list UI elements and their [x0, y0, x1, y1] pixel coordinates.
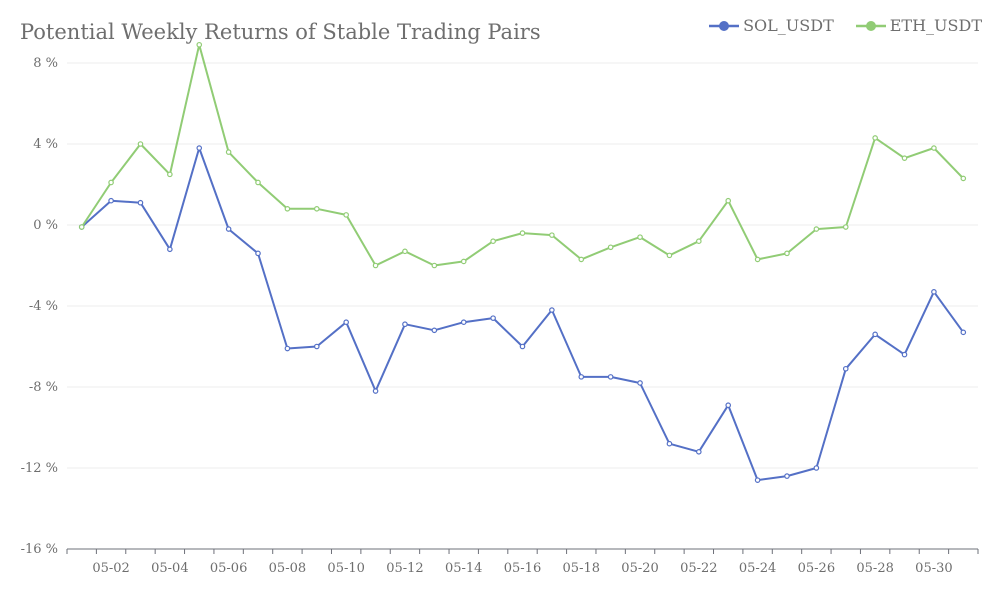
data-point[interactable] [78, 224, 85, 230]
chart-title: Potential Weekly Returns of Stable Tradi… [20, 20, 541, 44]
y-tick-label: 8 % [33, 56, 58, 71]
y-tick-label: 4 % [33, 137, 58, 152]
x-tick-label: 05-16 [504, 561, 541, 576]
data-point[interactable] [519, 343, 526, 350]
data-point[interactable] [637, 380, 643, 386]
legend-item-sol-usdt[interactable]: SOL_USDT [709, 16, 834, 35]
data-point[interactable] [637, 234, 643, 240]
data-point[interactable] [196, 41, 203, 48]
x-tick-label: 05-04 [151, 561, 188, 576]
data-point[interactable] [225, 149, 232, 155]
data-point[interactable] [901, 155, 908, 161]
data-point[interactable] [343, 319, 349, 326]
data-point[interactable] [725, 197, 732, 204]
data-point[interactable] [960, 329, 967, 336]
data-point[interactable] [431, 262, 438, 269]
data-point[interactable] [666, 440, 673, 447]
x-tick-label: 05-30 [915, 561, 952, 576]
x-tick-label: 05-24 [739, 561, 776, 576]
legend-label-eth-usdt: ETH_USDT [889, 16, 982, 35]
y-tick-label: -16 % [21, 542, 58, 557]
series-sol-usdt [78, 145, 967, 483]
data-point[interactable] [696, 448, 702, 455]
data-point[interactable] [813, 465, 820, 471]
legend-swatch-sol-usdt-icon [709, 20, 740, 31]
series-line [81, 147, 965, 482]
legend-label-sol-usdt: SOL_USDT [743, 16, 834, 35]
data-point[interactable] [578, 374, 585, 380]
series-eth-usdt [78, 41, 967, 269]
y-tick-label: 0 % [33, 218, 58, 233]
data-point[interactable] [607, 374, 614, 380]
data-point[interactable] [402, 321, 408, 328]
y-tick-label: -8 % [29, 380, 58, 395]
data-point[interactable] [784, 250, 790, 257]
data-point[interactable] [549, 232, 555, 238]
x-tick-label: 05-10 [327, 561, 364, 576]
x-tick-label: 05-26 [798, 561, 835, 576]
data-point[interactable] [960, 175, 967, 182]
data-point[interactable] [402, 248, 408, 255]
x-tick-label: 05-12 [386, 561, 423, 576]
data-point[interactable] [784, 473, 790, 479]
data-point[interactable] [196, 145, 203, 151]
data-point[interactable] [108, 179, 114, 186]
y-tick-label: -12 % [21, 461, 58, 476]
y-tick-label: -4 % [29, 299, 58, 314]
data-point[interactable] [872, 135, 878, 141]
data-point[interactable] [578, 256, 585, 263]
data-point[interactable] [607, 244, 614, 251]
data-point[interactable] [813, 226, 820, 232]
data-point[interactable] [754, 256, 761, 263]
x-tick-label: 05-28 [856, 561, 893, 576]
data-point[interactable] [372, 388, 379, 394]
legend-item-eth-usdt[interactable]: ETH_USDT [855, 16, 982, 35]
data-point[interactable] [313, 206, 320, 212]
data-point[interactable] [167, 246, 173, 253]
data-point[interactable] [931, 289, 937, 295]
data-point[interactable] [343, 212, 349, 218]
x-tick-label: 05-06 [210, 561, 247, 576]
data-point[interactable] [490, 315, 496, 321]
x-tick-label: 05-02 [92, 561, 129, 576]
legend: SOL_USDT ETH_USDT [709, 16, 982, 35]
legend-swatch-eth-usdt-icon [855, 20, 886, 31]
data-point[interactable] [901, 351, 908, 358]
axes: 8 % 4 % 0 % -4 % -8 % -12 % -16 % 05-02 05-04 05-… [21, 56, 979, 576]
data-point[interactable] [137, 199, 144, 206]
data-point[interactable] [872, 331, 878, 338]
data-point[interactable] [666, 252, 673, 259]
data-point[interactable] [284, 206, 291, 212]
data-point[interactable] [696, 238, 702, 245]
grid-lines [67, 62, 978, 469]
data-point[interactable] [255, 179, 261, 186]
x-tick-label: 05-14 [445, 561, 482, 576]
data-point[interactable] [460, 319, 467, 326]
data-point[interactable] [549, 307, 555, 313]
x-tick-label: 05-20 [621, 561, 658, 576]
x-tick-label: 05-08 [269, 561, 306, 576]
data-point[interactable] [754, 477, 761, 483]
data-point[interactable] [284, 345, 291, 352]
data-point[interactable] [842, 365, 849, 372]
data-point[interactable] [225, 226, 232, 232]
data-point[interactable] [255, 250, 261, 257]
data-point[interactable] [490, 238, 496, 245]
data-point[interactable] [519, 230, 526, 236]
data-point[interactable] [137, 141, 144, 147]
data-point[interactable] [108, 197, 114, 204]
data-point[interactable] [313, 343, 320, 350]
data-point[interactable] [460, 258, 467, 265]
data-point[interactable] [372, 262, 379, 269]
data-point[interactable] [931, 145, 937, 151]
x-tick-label: 05-22 [680, 561, 717, 576]
data-point[interactable] [842, 224, 849, 230]
data-point[interactable] [167, 171, 173, 178]
data-point[interactable] [725, 402, 732, 409]
x-tick-label: 05-18 [563, 561, 600, 576]
data-point[interactable] [431, 327, 438, 334]
series-layer [78, 41, 967, 483]
